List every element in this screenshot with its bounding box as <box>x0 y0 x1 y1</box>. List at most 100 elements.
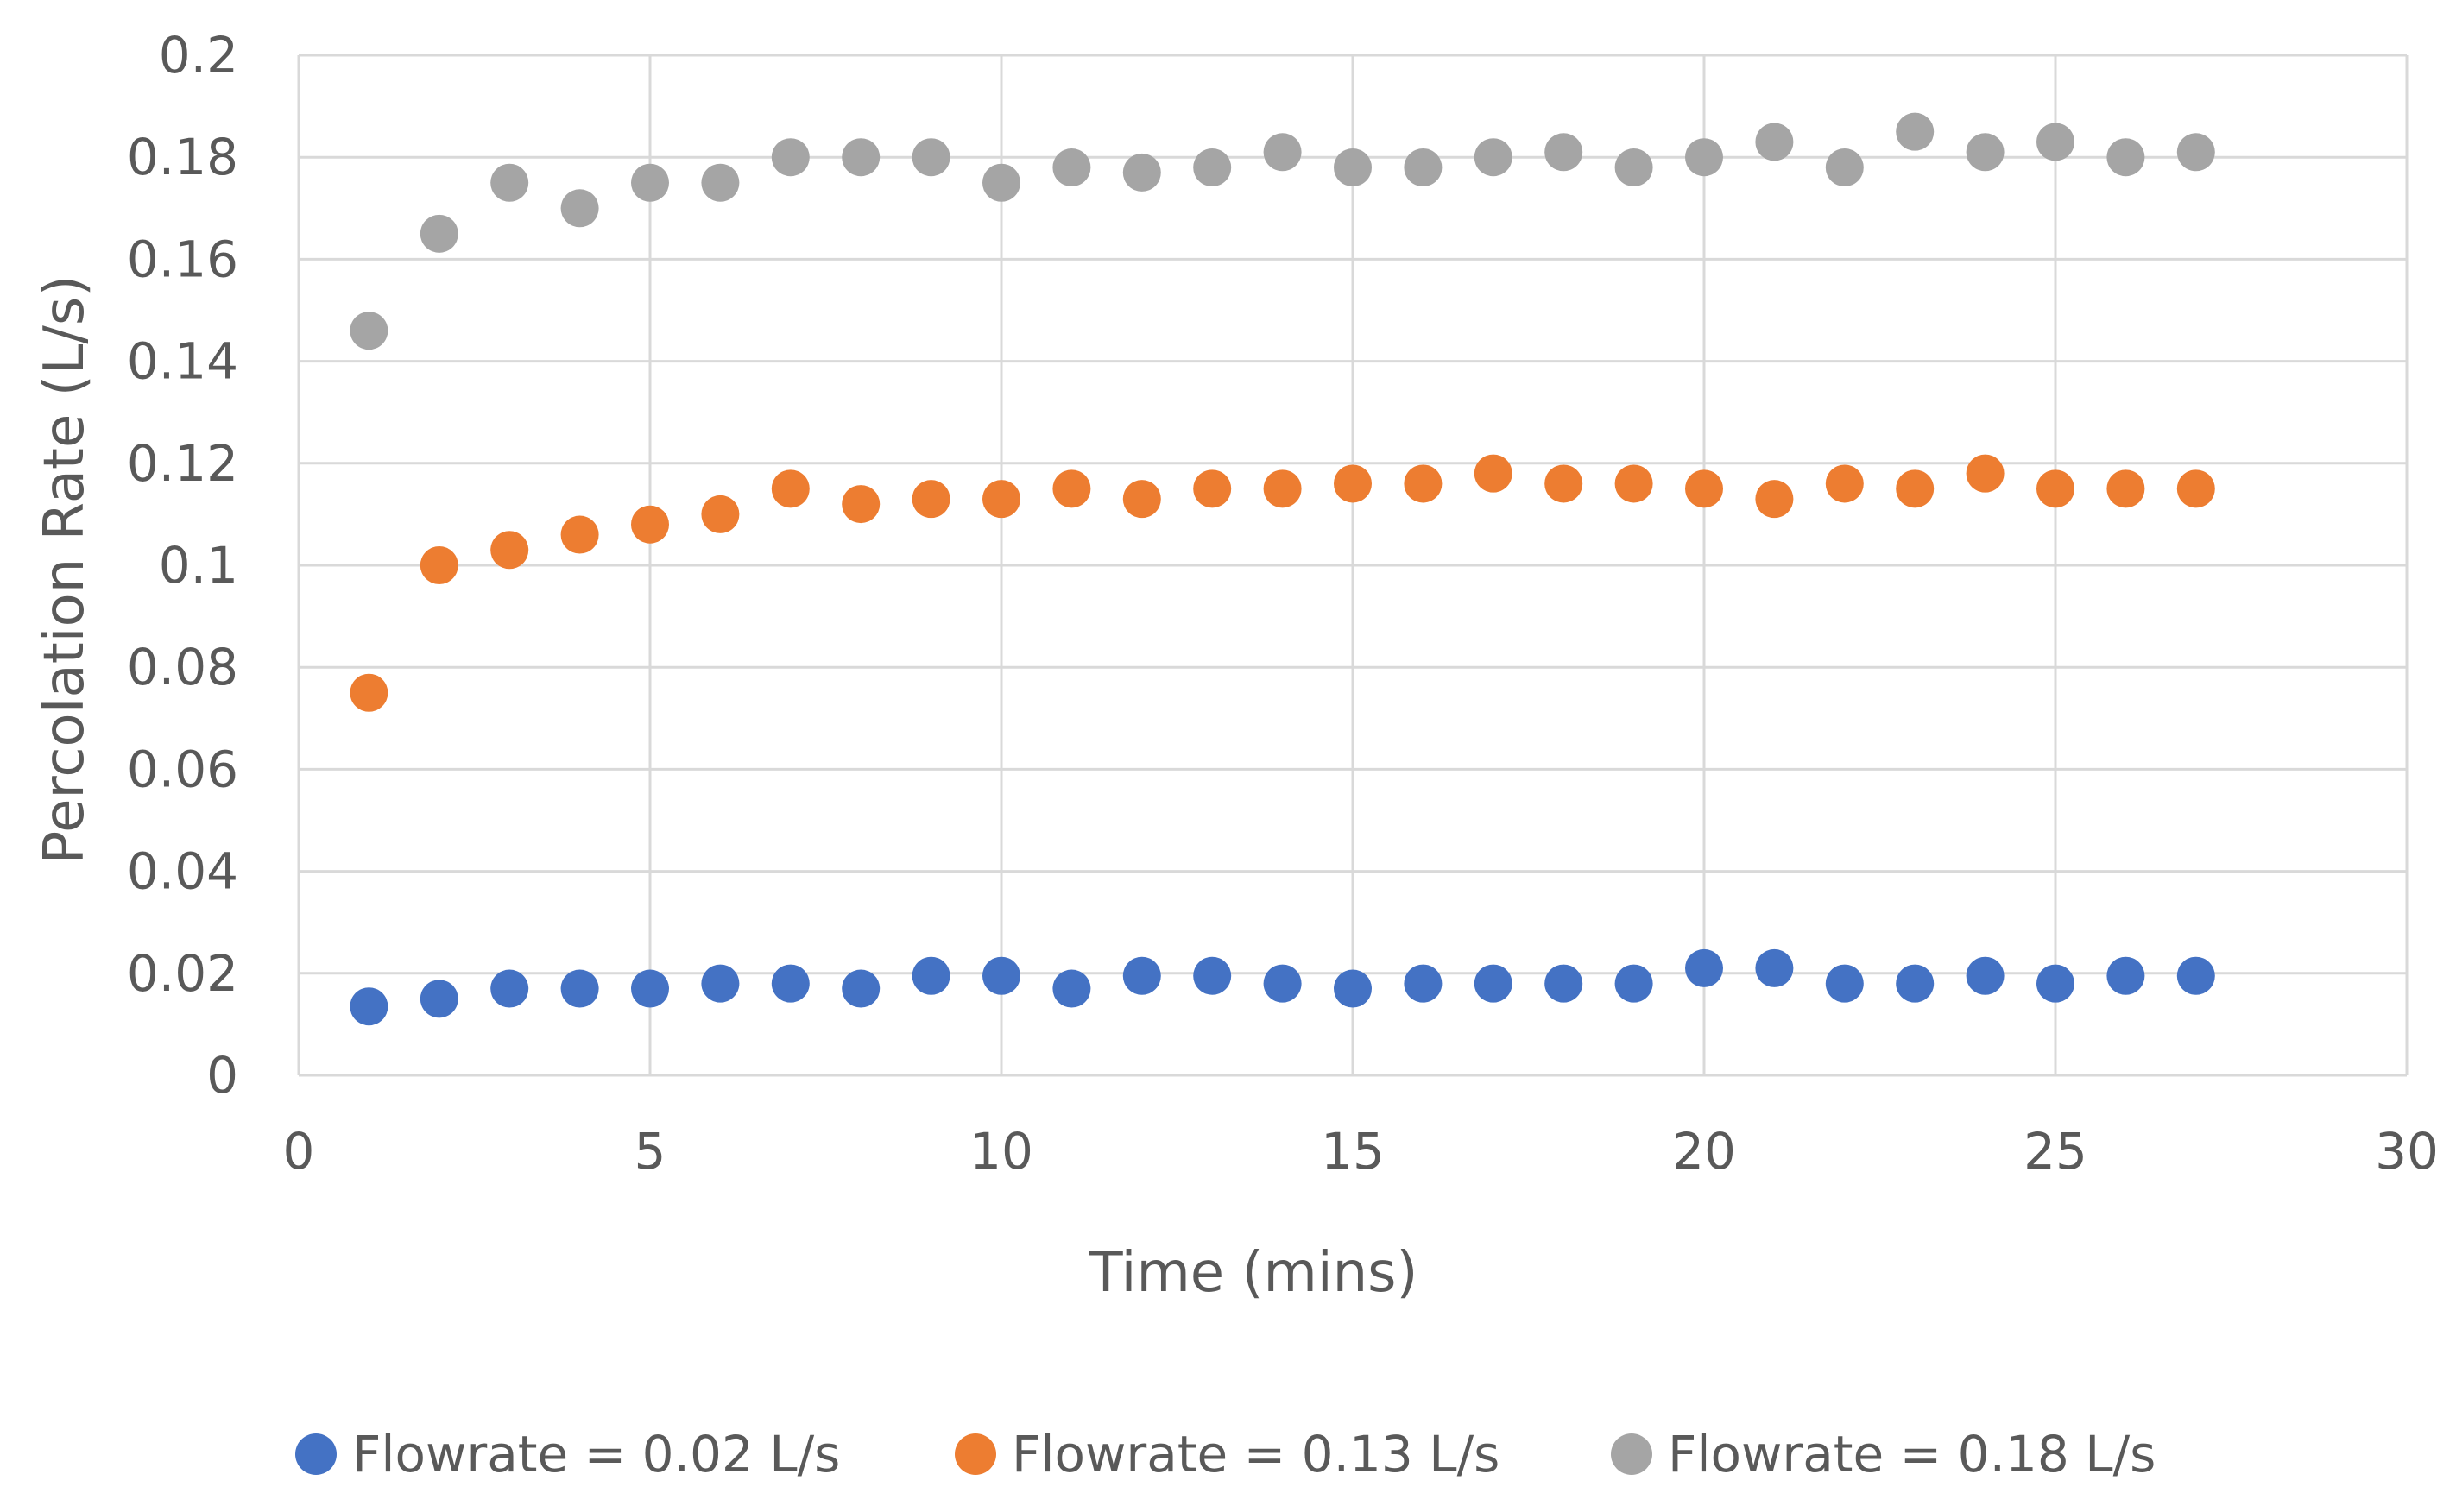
y-tick-label: 0.14 <box>127 332 238 391</box>
data-point <box>771 469 810 508</box>
data-point <box>1052 469 1091 508</box>
data-point <box>701 495 740 533</box>
legend-label: Flowrate = 0.02 L/s <box>352 1425 840 1484</box>
legend-label: Flowrate = 0.18 L/s <box>1668 1425 2156 1484</box>
legend-marker <box>955 1433 996 1475</box>
data-point <box>2176 133 2215 172</box>
data-point <box>490 969 529 1008</box>
x-tick-labels: 0 5 10 15 20 25 30 <box>283 1122 2439 1181</box>
data-point <box>350 312 388 350</box>
data-point <box>1825 964 1864 1003</box>
data-point <box>1544 133 1583 172</box>
data-point <box>560 969 599 1008</box>
y-tick-label: 0.16 <box>127 230 238 288</box>
data-point <box>1896 964 1935 1003</box>
data-point <box>2176 956 2215 995</box>
y-tick-label: 0.08 <box>127 638 238 696</box>
data-point <box>560 515 599 554</box>
legend-item: Flowrate = 0.18 L/s <box>1611 1425 2156 1484</box>
data-point <box>1966 454 2005 493</box>
data-point <box>1263 469 1302 508</box>
data-point <box>771 138 810 177</box>
data-point <box>1263 964 1302 1003</box>
y-tick-label: 0.12 <box>127 434 238 493</box>
data-point <box>2106 138 2145 177</box>
series-2-points <box>350 454 2215 712</box>
data-point <box>1966 956 2005 995</box>
y-tick-label: 0.1 <box>159 536 238 595</box>
data-point <box>1896 112 1935 151</box>
data-point <box>1614 964 1653 1003</box>
data-point <box>2036 964 2074 1003</box>
data-point <box>1122 153 1161 192</box>
data-point <box>982 956 1020 995</box>
legend-item: Flowrate = 0.02 L/s <box>295 1425 840 1484</box>
data-point <box>1404 148 1443 187</box>
y-tick-label: 0.02 <box>127 944 238 1003</box>
data-point <box>1474 454 1512 493</box>
series-1-points <box>350 948 2215 1026</box>
data-point <box>1474 138 1512 177</box>
data-point <box>1896 469 1935 508</box>
data-point <box>842 485 881 524</box>
data-point <box>631 505 669 544</box>
data-point <box>1544 464 1583 503</box>
data-point <box>982 480 1020 519</box>
x-tick-label: 0 <box>283 1122 315 1181</box>
x-tick-label: 5 <box>635 1122 666 1181</box>
x-axis-title: Time (mins) <box>1089 1241 1418 1305</box>
data-point <box>2036 123 2074 161</box>
data-point <box>1193 956 1232 995</box>
data-point <box>1122 480 1161 519</box>
data-point <box>2106 469 2145 508</box>
data-point <box>1825 148 1864 187</box>
data-point <box>912 956 950 995</box>
data-point <box>1685 948 1723 987</box>
data-point <box>2036 469 2074 508</box>
data-point <box>842 969 881 1008</box>
x-tick-label: 25 <box>2024 1122 2087 1181</box>
data-point <box>912 138 950 177</box>
data-point <box>1755 480 1794 519</box>
data-point <box>1474 964 1512 1003</box>
legend-marker <box>1611 1433 1652 1475</box>
data-point <box>2106 956 2145 995</box>
data-point <box>701 964 740 1003</box>
y-axis-title: Percolation Rate (L/s) <box>33 275 97 864</box>
data-point <box>1334 148 1372 187</box>
legend-marker <box>295 1433 337 1475</box>
data-point <box>1825 464 1864 503</box>
data-point <box>1966 133 2005 172</box>
data-point <box>631 163 669 202</box>
data-point <box>1685 138 1723 177</box>
data-point <box>771 964 810 1003</box>
series-3-points <box>350 112 2215 350</box>
data-point <box>1755 948 1794 987</box>
data-point <box>1122 956 1161 995</box>
data-point <box>1404 964 1443 1003</box>
data-point <box>1263 133 1302 172</box>
data-point <box>490 531 529 570</box>
y-tick-label: 0.06 <box>127 740 238 798</box>
data-point <box>1193 148 1232 187</box>
data-point <box>420 980 458 1018</box>
data-point <box>631 969 669 1008</box>
legend-label: Flowrate = 0.13 L/s <box>1012 1425 1499 1484</box>
data-point <box>420 546 458 584</box>
data-point <box>1052 969 1091 1008</box>
data-point <box>1614 148 1653 187</box>
data-point <box>1755 123 1794 161</box>
data-point <box>1404 464 1443 503</box>
data-point <box>350 987 388 1026</box>
data-point <box>701 163 740 202</box>
data-point <box>2176 469 2215 508</box>
data-point <box>420 214 458 253</box>
data-point <box>1193 469 1232 508</box>
y-tick-label: 0.04 <box>127 842 238 901</box>
data-point <box>1334 969 1372 1008</box>
x-tick-label: 10 <box>969 1122 1033 1181</box>
legend: Flowrate = 0.02 L/s Flowrate = 0.13 L/s Fl… <box>295 1425 2156 1484</box>
data-point <box>912 480 950 519</box>
